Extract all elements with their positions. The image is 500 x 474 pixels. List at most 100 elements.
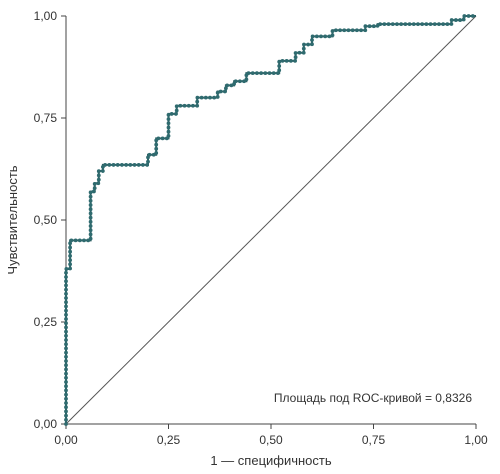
- roc-point: [250, 71, 255, 76]
- roc-point: [310, 34, 315, 39]
- roc-point: [64, 422, 68, 426]
- roc-point: [107, 163, 112, 167]
- roc-point: [92, 182, 97, 186]
- roc-point: [382, 22, 387, 27]
- roc-point: [68, 258, 72, 262]
- roc-point: [111, 163, 116, 167]
- roc-point: [314, 34, 319, 39]
- roc-point: [136, 163, 141, 167]
- roc-point: [420, 22, 425, 27]
- roc-point: [64, 333, 68, 338]
- roc-point: [330, 29, 335, 33]
- roc-point: [277, 68, 282, 73]
- roc-point: [154, 151, 159, 155]
- roc-point: [64, 317, 68, 321]
- roc-point: [327, 34, 332, 39]
- roc-point: [182, 103, 187, 108]
- roc-point: [378, 22, 383, 27]
- roc-point: [310, 38, 314, 42]
- roc-point: [64, 413, 68, 418]
- roc-point: [212, 95, 217, 100]
- roc-point: [64, 287, 68, 292]
- roc-point: [411, 22, 416, 27]
- roc-point: [259, 71, 264, 76]
- roc-point: [466, 14, 471, 18]
- roc-point: [293, 51, 298, 55]
- roc-point: [166, 117, 171, 121]
- x-tick-label: 0,75: [362, 433, 386, 447]
- roc-point: [333, 28, 338, 33]
- roc-point: [284, 58, 289, 63]
- roc-point: [68, 266, 72, 271]
- roc-point: [437, 22, 441, 27]
- roc-point: [301, 46, 306, 51]
- roc-point: [449, 18, 454, 22]
- roc-point: [64, 342, 68, 347]
- roc-point: [199, 95, 204, 100]
- roc-point: [342, 28, 347, 33]
- roc-point: [462, 14, 467, 18]
- roc-point: [191, 103, 195, 108]
- roc-point: [88, 207, 93, 212]
- roc-point: [96, 173, 101, 178]
- roc-point: [288, 58, 293, 63]
- roc-point: [68, 245, 72, 250]
- roc-point: [64, 312, 68, 317]
- roc-point: [64, 338, 68, 342]
- roc-point: [88, 215, 93, 220]
- roc-point: [100, 169, 105, 173]
- roc-point: [88, 211, 93, 216]
- roc-point: [88, 219, 93, 224]
- roc-point: [215, 90, 220, 95]
- roc-point: [166, 129, 171, 134]
- roc-point: [64, 354, 68, 359]
- y-tick-label: 0,75: [34, 111, 58, 125]
- roc-point: [407, 22, 412, 27]
- roc-point: [68, 241, 72, 246]
- roc-point: [246, 71, 251, 76]
- roc-point: [64, 267, 69, 271]
- roc-point: [293, 58, 297, 63]
- roc-point: [64, 384, 68, 389]
- roc-point: [132, 163, 137, 167]
- roc-point: [174, 104, 179, 109]
- roc-point: [301, 50, 306, 55]
- roc-point: [156, 136, 161, 141]
- roc-point: [96, 177, 101, 182]
- roc-point: [64, 380, 68, 384]
- roc-point: [64, 279, 68, 284]
- roc-point: [395, 22, 399, 27]
- roc-point: [166, 125, 171, 130]
- roc-point: [449, 22, 454, 26]
- roc-point: [64, 296, 68, 300]
- roc-point: [208, 95, 212, 100]
- roc-point: [88, 203, 93, 207]
- roc-point: [186, 103, 191, 108]
- roc-point: [174, 108, 179, 113]
- roc-point: [88, 194, 93, 199]
- roc-point: [64, 308, 68, 313]
- roc-point: [323, 34, 328, 39]
- roc-point: [91, 189, 96, 194]
- roc-point: [330, 33, 335, 38]
- roc-point: [64, 346, 68, 351]
- roc-point: [64, 270, 68, 275]
- roc-point: [88, 190, 93, 195]
- roc-point: [77, 238, 82, 243]
- roc-point: [64, 300, 68, 305]
- roc-point: [225, 83, 230, 88]
- roc-point: [64, 409, 68, 414]
- roc-point: [92, 186, 97, 191]
- roc-point: [428, 22, 433, 27]
- roc-point: [195, 95, 200, 100]
- y-tick-label: 0,00: [34, 417, 58, 431]
- roc-point: [115, 163, 120, 167]
- roc-point: [359, 28, 363, 33]
- roc-point: [166, 134, 171, 138]
- x-tick-label: 0,00: [54, 433, 78, 447]
- roc-point: [386, 22, 391, 27]
- roc-point: [461, 17, 466, 22]
- roc-point: [367, 24, 372, 29]
- roc-point: [154, 142, 159, 147]
- roc-point: [64, 291, 68, 296]
